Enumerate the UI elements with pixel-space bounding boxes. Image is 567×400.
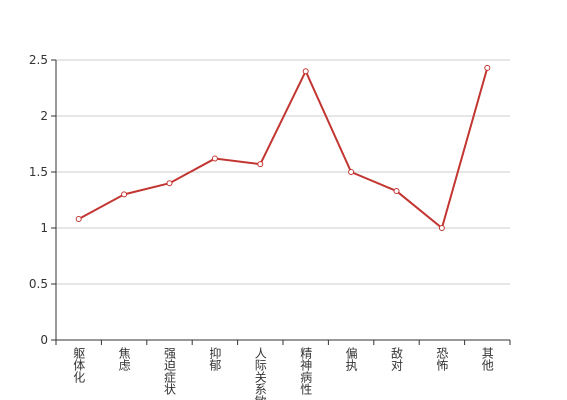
point bbox=[484, 64, 491, 71]
y-tick-label: 1 bbox=[40, 221, 48, 235]
line bbox=[78, 67, 489, 230]
x-tick-label: 强迫症状 bbox=[163, 347, 177, 395]
x-tick-label: 敌对 bbox=[390, 346, 404, 371]
y-tick-label: 0 bbox=[40, 333, 48, 347]
point bbox=[438, 225, 445, 231]
x-tick-label: 焦虑 bbox=[117, 347, 131, 371]
y-tick-label: 0.5 bbox=[29, 277, 48, 291]
point bbox=[257, 161, 264, 168]
x-tick-label: 恐怖 bbox=[435, 347, 449, 371]
point bbox=[166, 180, 173, 187]
point bbox=[75, 216, 82, 223]
point bbox=[121, 191, 128, 198]
x-tick-label: 抑郁 bbox=[208, 346, 222, 372]
y-tick-label: 2.5 bbox=[29, 53, 48, 67]
point bbox=[211, 155, 218, 162]
x-tick-label: 人际关系敏感 bbox=[253, 347, 267, 400]
x-tick-label: 躯体化 bbox=[72, 346, 86, 384]
y-tick-label: 2 bbox=[40, 109, 48, 123]
point bbox=[302, 68, 309, 75]
x-tick-label: 其他 bbox=[480, 347, 494, 371]
y-tick-label: 1.5 bbox=[29, 165, 48, 179]
x-tick-label: 偏执 bbox=[344, 346, 358, 372]
point bbox=[393, 188, 400, 195]
point bbox=[348, 169, 355, 175]
x-tick-label: 精神病性 bbox=[299, 347, 313, 396]
